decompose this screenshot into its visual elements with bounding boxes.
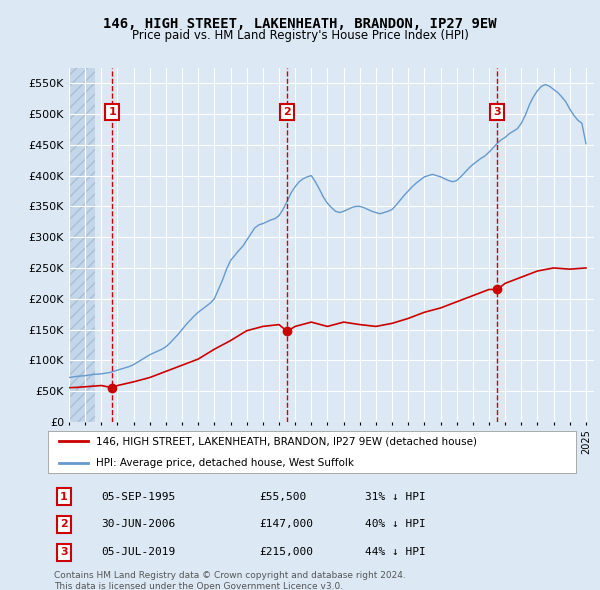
Text: 2: 2	[283, 107, 291, 117]
Text: 40% ↓ HPI: 40% ↓ HPI	[365, 519, 425, 529]
Text: Price paid vs. HM Land Registry's House Price Index (HPI): Price paid vs. HM Land Registry's House …	[131, 30, 469, 42]
Text: 3: 3	[60, 548, 68, 558]
Text: 44% ↓ HPI: 44% ↓ HPI	[365, 548, 425, 558]
Text: 146, HIGH STREET, LAKENHEATH, BRANDON, IP27 9EW: 146, HIGH STREET, LAKENHEATH, BRANDON, I…	[103, 17, 497, 31]
Text: 30-JUN-2006: 30-JUN-2006	[101, 519, 175, 529]
Text: 146, HIGH STREET, LAKENHEATH, BRANDON, IP27 9EW (detached house): 146, HIGH STREET, LAKENHEATH, BRANDON, I…	[95, 437, 476, 446]
Text: 2: 2	[60, 519, 68, 529]
Text: £147,000: £147,000	[259, 519, 313, 529]
Text: 1: 1	[60, 491, 68, 502]
Text: 31% ↓ HPI: 31% ↓ HPI	[365, 491, 425, 502]
Bar	[69, 68, 95, 422]
Text: £55,500: £55,500	[259, 491, 307, 502]
Text: £215,000: £215,000	[259, 548, 313, 558]
Text: 05-SEP-1995: 05-SEP-1995	[101, 491, 175, 502]
Text: Contains HM Land Registry data © Crown copyright and database right 2024.
This d: Contains HM Land Registry data © Crown c…	[54, 571, 406, 590]
Text: HPI: Average price, detached house, West Suffolk: HPI: Average price, detached house, West…	[95, 458, 353, 467]
Text: 3: 3	[493, 107, 501, 117]
Text: 05-JUL-2019: 05-JUL-2019	[101, 548, 175, 558]
Text: 1: 1	[108, 107, 116, 117]
